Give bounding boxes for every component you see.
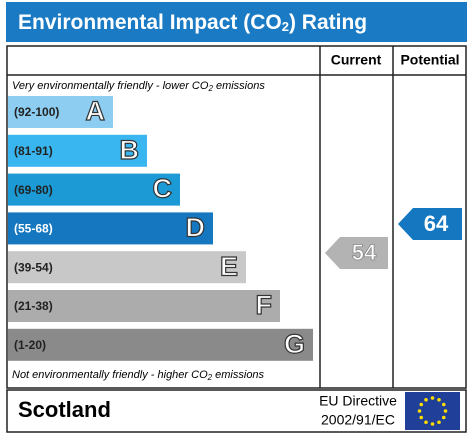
note-text: emissions: [213, 80, 265, 92]
eu-star: [424, 420, 428, 425]
eu-star: [419, 415, 424, 420]
note-sub: 2: [207, 84, 213, 93]
eu-star: [443, 409, 448, 413]
eu-star: [430, 422, 435, 426]
band-range: (92-100): [14, 105, 59, 119]
eu-star: [417, 409, 422, 413]
band-range: (69-80): [14, 183, 53, 197]
title-bar: [6, 2, 467, 42]
band: [8, 173, 180, 206]
band: [8, 134, 147, 167]
title: Environmental Impact (CO2) Rating: [18, 11, 367, 35]
frame: [6, 45, 467, 389]
region: Scotland: [18, 397, 111, 422]
eu-star: [437, 397, 441, 402]
title-text: Environmental Impact (CO: [18, 11, 282, 34]
band: [8, 96, 113, 128]
top-note: Very environmentally friendly - lower CO…: [12, 80, 265, 93]
title-sub: 2: [282, 19, 289, 34]
title-text: ) Rating: [289, 11, 367, 34]
directive: 2002/91/EC: [321, 412, 395, 428]
band-range: (1-20): [14, 338, 46, 352]
band-letter: D: [186, 213, 206, 243]
eu-star: [437, 420, 441, 425]
bands: (92-100) A (81-91) B (69-80) C (55-68) D (39-54)…: [8, 96, 313, 361]
directive: EU Directive: [319, 393, 397, 409]
band: [8, 212, 213, 245]
eu-star: [430, 396, 435, 400]
potential-arrow: [398, 208, 462, 240]
column-header: Current: [331, 52, 382, 68]
eu-star: [441, 402, 446, 407]
band: [8, 290, 280, 322]
note-sub: 2: [207, 373, 213, 382]
note-text: Very environmentally friendly - lower CO: [12, 80, 209, 92]
eu-star: [424, 397, 428, 402]
eu-star: [419, 402, 424, 407]
band-range: (81-91): [14, 144, 53, 158]
band: [8, 251, 246, 284]
bottom-note: Not environmentally friendly - higher CO…: [12, 369, 265, 382]
band: [8, 328, 313, 361]
note-text: emissions: [212, 369, 264, 381]
band-letter: B: [120, 135, 140, 165]
band-letter: E: [220, 251, 238, 281]
band-range: (55-68): [14, 222, 53, 236]
band-letter: G: [284, 329, 305, 359]
current-value: 54: [352, 240, 377, 265]
band-letter: F: [256, 290, 273, 320]
column-header: Potential: [400, 52, 459, 68]
band-letter: A: [86, 96, 106, 126]
note-text: Not environmentally friendly - higher CO: [12, 369, 208, 381]
band-letter: C: [153, 174, 173, 204]
eu-star: [441, 415, 446, 420]
band-range: (39-54): [14, 260, 53, 274]
current-arrow: [325, 237, 388, 269]
footer-frame: [6, 389, 467, 433]
band-range: (21-38): [14, 299, 53, 313]
eu-stars: [417, 396, 448, 426]
potential-value: 64: [424, 211, 449, 236]
